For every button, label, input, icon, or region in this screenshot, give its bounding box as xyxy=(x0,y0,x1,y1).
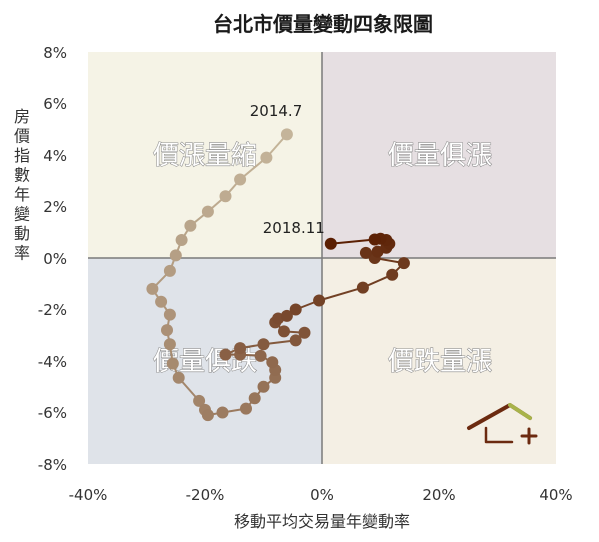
data-point xyxy=(219,190,232,203)
data-point xyxy=(234,342,247,355)
y-tick-labels: 8% 6% 4% 2% 0% -2% -4% -6% -8% xyxy=(38,44,67,474)
data-point xyxy=(397,257,410,270)
x-axis-label: 移動平均交易量年變動率 xyxy=(234,512,410,531)
y-tick-label: -8% xyxy=(38,456,67,474)
x-tick-labels: -40% -20% 0% 20% 40% xyxy=(69,486,573,504)
quadrant-bg-bottom-left xyxy=(88,258,322,464)
quadrant-label-top-right: 價量俱漲 xyxy=(388,141,492,171)
y-tick-label: 8% xyxy=(43,44,67,62)
chart-title: 台北市價量變動四象限圖 xyxy=(213,12,433,36)
data-point xyxy=(163,308,176,321)
data-point xyxy=(289,334,302,347)
data-point xyxy=(169,249,182,262)
data-point xyxy=(386,268,399,281)
data-point xyxy=(298,326,311,339)
x-tick-label: -40% xyxy=(69,486,108,504)
data-point xyxy=(280,128,293,141)
x-tick-label: 20% xyxy=(422,486,455,504)
data-point xyxy=(266,356,279,369)
data-point xyxy=(356,281,369,294)
annotation-start-label: 2014.7 xyxy=(250,102,303,120)
y-tick-label: 4% xyxy=(43,147,67,165)
data-point xyxy=(278,325,290,338)
y-axis-label: 房價指數年變動率 xyxy=(14,107,30,262)
series-segment xyxy=(318,286,364,302)
data-point xyxy=(254,349,267,362)
data-point xyxy=(155,295,168,308)
quadrant-bg-top-right xyxy=(322,52,556,258)
data-point xyxy=(368,233,381,246)
data-point xyxy=(289,303,302,316)
annotation-end-label: 2018.11 xyxy=(263,219,325,237)
data-point xyxy=(234,173,247,186)
data-point xyxy=(219,348,232,361)
y-tick-label: 6% xyxy=(43,95,67,113)
quadrant-bg-top-left xyxy=(88,52,322,258)
data-point xyxy=(257,380,270,393)
data-point xyxy=(172,371,185,384)
y-tick-label: -6% xyxy=(38,404,67,422)
data-point xyxy=(359,246,372,259)
quadrant-label-top-left: 價漲量縮 xyxy=(153,141,257,171)
data-point xyxy=(324,237,337,250)
data-point xyxy=(163,264,176,277)
data-point xyxy=(313,294,326,307)
x-tick-label: 0% xyxy=(310,486,334,504)
x-tick-label: -20% xyxy=(186,486,225,504)
data-point xyxy=(216,406,229,419)
data-point xyxy=(280,309,293,322)
series-segment xyxy=(330,238,375,245)
data-point xyxy=(175,234,188,246)
data-point xyxy=(201,409,214,422)
y-tick-label: -4% xyxy=(38,353,67,371)
data-point xyxy=(240,402,252,415)
y-tick-label: 0% xyxy=(43,250,67,268)
data-point xyxy=(184,219,197,232)
data-point xyxy=(166,357,179,370)
data-point xyxy=(193,394,206,407)
data-point xyxy=(163,338,176,351)
data-point xyxy=(161,324,173,337)
data-point xyxy=(248,392,261,405)
y-tick-label: 2% xyxy=(43,198,67,216)
x-tick-label: 40% xyxy=(539,486,572,504)
house-logo-icon xyxy=(467,403,538,445)
data-series xyxy=(146,128,410,422)
quadrant-label-bottom-right: 價跌量漲 xyxy=(388,347,492,377)
data-point xyxy=(201,205,214,218)
data-point xyxy=(146,282,159,295)
data-point xyxy=(257,338,270,351)
data-point xyxy=(260,151,273,164)
y-tick-label: -2% xyxy=(38,301,67,319)
